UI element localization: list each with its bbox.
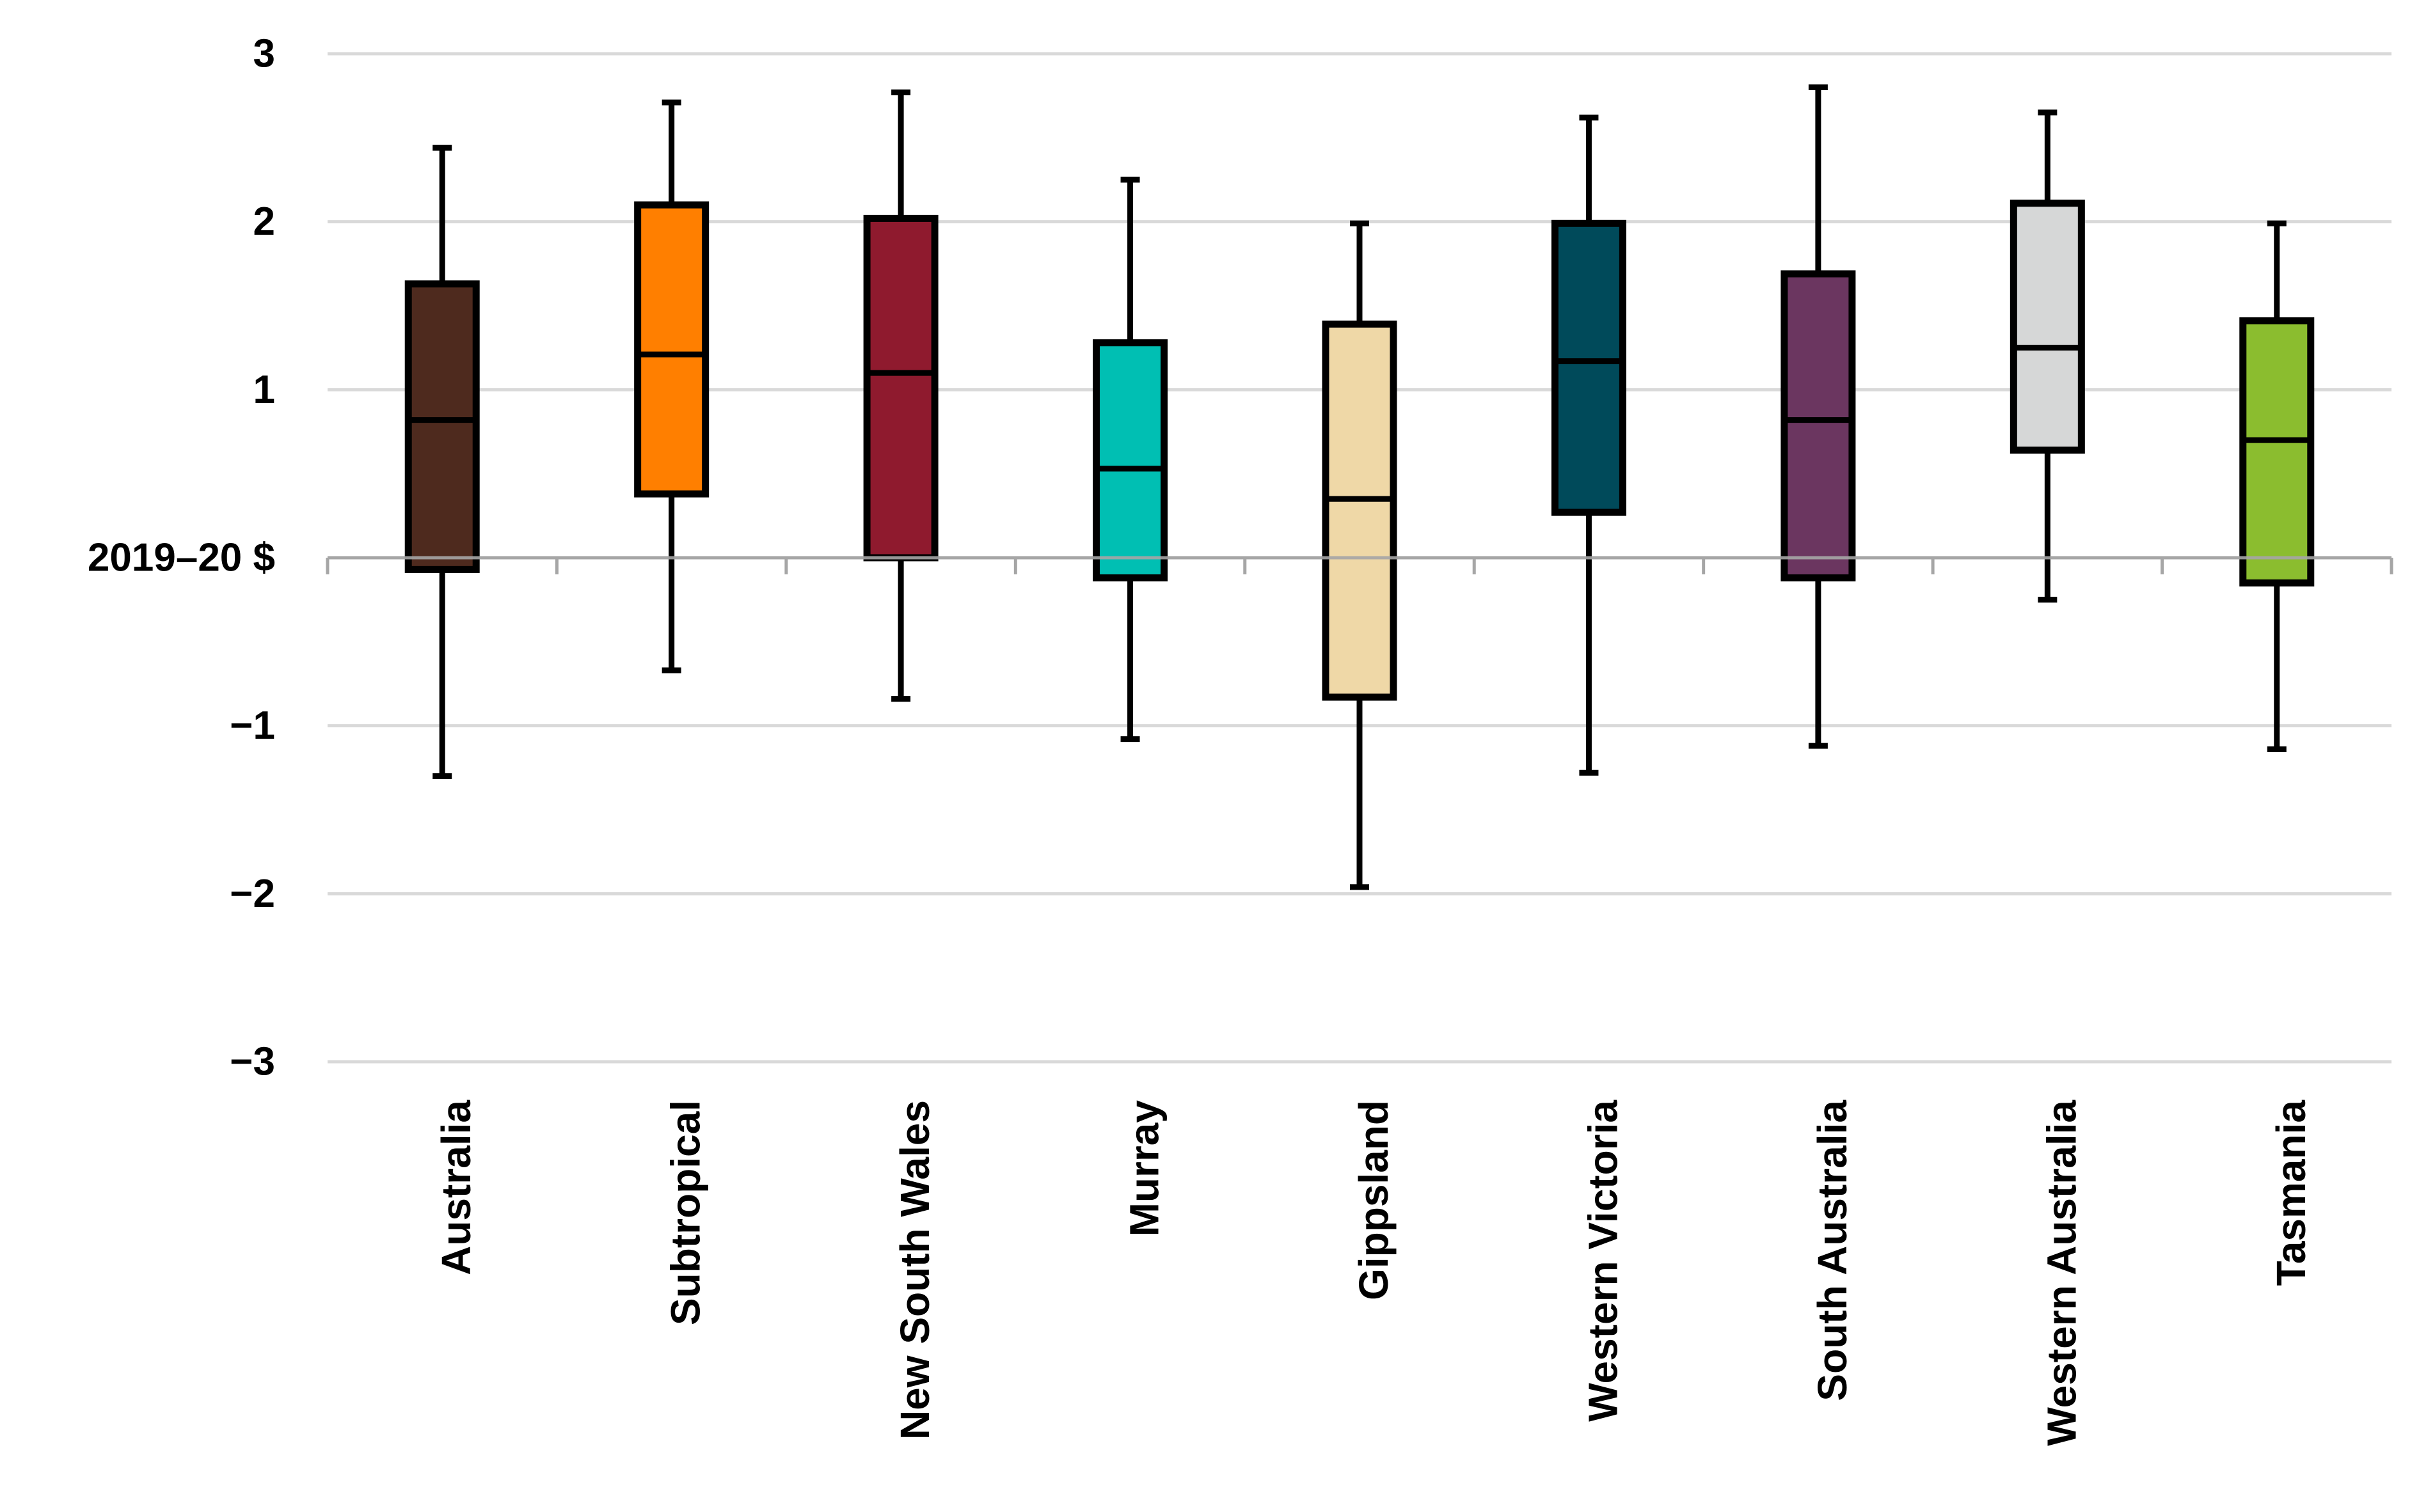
category-label: Australia: [433, 1100, 479, 1275]
box-series: [328, 84, 2391, 890]
box-subtropical: [634, 99, 710, 673]
box-western-victoria: [1551, 114, 1626, 776]
category-label: New South Wales: [892, 1100, 938, 1440]
iqr-box: [1322, 320, 1397, 701]
y-tick-label: −3: [230, 1040, 275, 1084]
y-tick-label: −1: [230, 704, 275, 748]
y-tick-label: −2: [230, 872, 275, 916]
iqr-box: [1551, 219, 1626, 516]
y-tick-label: 3: [253, 32, 275, 76]
box-tasmania: [2239, 220, 2315, 752]
iqr-box: [863, 214, 939, 562]
category-label: Subtropical: [663, 1100, 709, 1325]
y-tick-label: 2: [253, 200, 275, 244]
box-australia: [404, 145, 480, 779]
iqr-box: [1093, 339, 1168, 582]
x-axis-category-labels: Australia Subtropical New South Wales Murra…: [433, 1100, 2314, 1446]
iqr-box: [634, 201, 710, 498]
y-axis-tick-labels: 3 2 1 2019–20 $ −1 −2 −3: [88, 32, 275, 1084]
y-tick-label: 2019–20 $: [88, 536, 275, 580]
category-label: Murray: [1122, 1100, 1168, 1237]
iqr-box: [404, 280, 480, 573]
box-gippsland: [1322, 220, 1397, 890]
box-western-australia: [2010, 109, 2085, 603]
box-murray: [1093, 177, 1168, 743]
category-label: Western Victoria: [1580, 1100, 1626, 1422]
category-label: Tasmania: [2268, 1100, 2314, 1286]
y-tick-label: 1: [253, 368, 275, 412]
box-south-australia: [1781, 84, 1856, 749]
category-label: Gippsland: [1351, 1100, 1397, 1300]
iqr-box: [2239, 317, 2315, 587]
iqr-box: [2010, 200, 2085, 454]
category-label: South Australia: [1809, 1100, 1855, 1401]
box-new-south-wales: [863, 89, 939, 702]
iqr-box: [1781, 270, 1856, 582]
category-label: Western Australia: [2038, 1100, 2084, 1446]
